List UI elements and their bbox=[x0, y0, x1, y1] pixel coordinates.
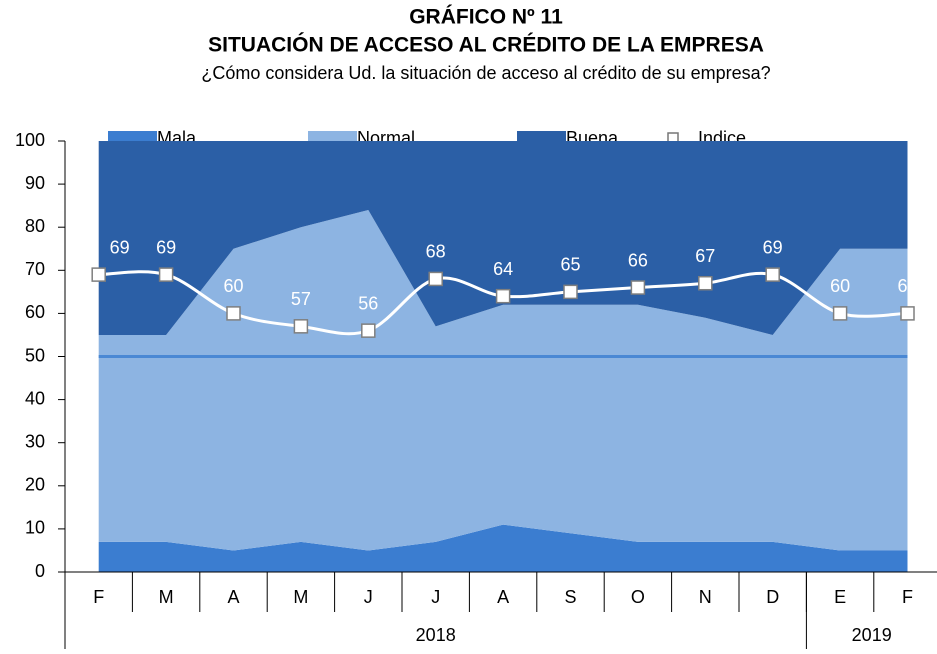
index-marker bbox=[900, 306, 915, 321]
index-marker bbox=[91, 267, 106, 282]
x-tick-label: F bbox=[902, 587, 913, 607]
index-marker bbox=[698, 275, 713, 291]
index-marker bbox=[630, 280, 646, 295]
data-label: 68 bbox=[426, 242, 446, 262]
area bbox=[98, 524, 908, 572]
y-tick-label: 30 bbox=[25, 431, 45, 451]
x-tick-label: O bbox=[631, 587, 645, 607]
y-tick-label: 0 bbox=[35, 561, 45, 581]
index-marker bbox=[293, 319, 309, 334]
y-tick-label: 10 bbox=[25, 518, 45, 538]
x-tick-label: N bbox=[699, 587, 712, 607]
x-tick-label: D bbox=[766, 587, 779, 607]
index-marker bbox=[158, 267, 174, 282]
x-tick-label: J bbox=[431, 587, 440, 607]
y-tick-label: 60 bbox=[25, 302, 45, 322]
data-label: 69 bbox=[156, 237, 176, 257]
y-tick-label: 100 bbox=[15, 130, 45, 150]
x-tick-label: S bbox=[564, 587, 576, 607]
index-marker bbox=[832, 306, 848, 321]
index-marker bbox=[428, 271, 443, 287]
group-label: 2019 bbox=[852, 625, 892, 645]
area bbox=[98, 209, 908, 551]
y-tick-label: 40 bbox=[25, 388, 45, 408]
group-label: 2018 bbox=[416, 625, 456, 645]
y-tick-label: 20 bbox=[25, 475, 45, 495]
chart-title: GRÁFICO Nº 11 bbox=[409, 6, 563, 29]
index-marker bbox=[495, 288, 511, 304]
y-tick-label: 90 bbox=[25, 173, 45, 193]
y-tick-label: 50 bbox=[25, 345, 45, 365]
x-tick-label: M bbox=[293, 587, 308, 607]
y-tick-label: 70 bbox=[25, 259, 45, 279]
x-tick-label: F bbox=[93, 587, 104, 607]
index-marker bbox=[563, 284, 578, 300]
index-marker bbox=[226, 306, 241, 321]
data-label: 60 bbox=[830, 276, 850, 296]
data-label: 67 bbox=[695, 246, 715, 266]
index-marker bbox=[361, 323, 376, 338]
data-label: 66 bbox=[628, 250, 648, 270]
data-label: 64 bbox=[493, 259, 513, 279]
x-tick-label: M bbox=[159, 587, 174, 607]
data-label: 60 bbox=[897, 276, 917, 296]
data-label: 65 bbox=[560, 255, 580, 275]
x-tick-label: A bbox=[227, 587, 239, 607]
data-label: 56 bbox=[358, 293, 378, 313]
index-marker bbox=[765, 267, 780, 282]
x-tick-label: J bbox=[364, 587, 373, 607]
x-tick-label: E bbox=[834, 587, 846, 607]
data-label: 57 bbox=[291, 289, 311, 309]
data-label: 60 bbox=[223, 276, 243, 296]
x-tick-label: A bbox=[497, 587, 509, 607]
data-label: 69 bbox=[763, 237, 783, 257]
chart-subtitle: SITUACIÓN DE ACCESO AL CRÉDITO DE LA EMP… bbox=[208, 33, 764, 57]
data-label: 69 bbox=[110, 237, 130, 257]
chart-question: ¿Cómo considera Ud. la situación de acce… bbox=[201, 63, 770, 83]
y-tick-label: 80 bbox=[25, 216, 45, 236]
